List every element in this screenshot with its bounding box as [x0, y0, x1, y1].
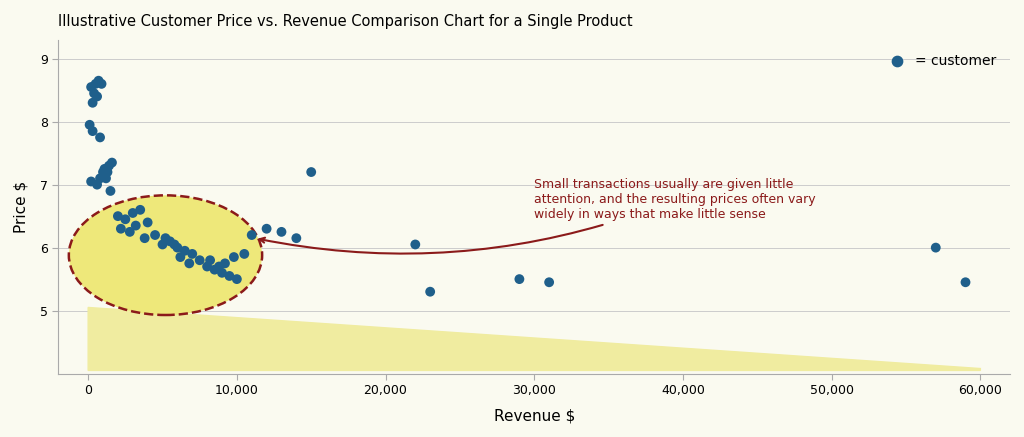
Point — [237, 250, 253, 257]
Point — [228, 276, 245, 283]
Point — [191, 257, 208, 264]
Point — [169, 244, 185, 251]
Point — [184, 250, 201, 257]
Text: Illustrative Customer Price vs. Revenue Comparison Chart for a Single Product: Illustrative Customer Price vs. Revenue … — [58, 14, 633, 29]
Point — [102, 187, 119, 194]
Ellipse shape — [69, 195, 262, 315]
Point — [303, 169, 319, 176]
Point — [82, 121, 98, 128]
Point — [98, 175, 115, 182]
Legend: = customer: = customer — [877, 47, 1004, 75]
Point — [113, 225, 129, 232]
Point — [166, 241, 182, 248]
Point — [84, 99, 100, 106]
Point — [158, 235, 174, 242]
Point — [258, 225, 274, 232]
Point — [214, 269, 230, 276]
Point — [541, 279, 557, 286]
Point — [83, 178, 99, 185]
Point — [207, 266, 223, 273]
X-axis label: Revenue $: Revenue $ — [494, 408, 574, 423]
Point — [221, 272, 238, 279]
Point — [202, 257, 218, 264]
Point — [92, 175, 109, 182]
Point — [90, 77, 106, 84]
Point — [95, 169, 112, 176]
Point — [128, 222, 144, 229]
Point — [199, 263, 215, 270]
Point — [162, 238, 178, 245]
Point — [83, 83, 99, 90]
Point — [86, 90, 102, 97]
Point — [273, 229, 290, 236]
Point — [87, 80, 103, 87]
Point — [408, 241, 424, 248]
Point — [957, 279, 974, 286]
Point — [225, 253, 242, 260]
Point — [117, 216, 133, 223]
Point — [217, 260, 233, 267]
Point — [511, 276, 527, 283]
Point — [176, 247, 193, 254]
Point — [422, 288, 438, 295]
Point — [110, 213, 126, 220]
Point — [96, 165, 113, 172]
Point — [181, 260, 198, 267]
Point — [928, 244, 944, 251]
Point — [93, 80, 110, 87]
Point — [84, 128, 100, 135]
Polygon shape — [88, 308, 980, 371]
Point — [92, 134, 109, 141]
Point — [136, 235, 153, 242]
Point — [139, 219, 156, 226]
Point — [125, 209, 141, 216]
Point — [146, 232, 163, 239]
Point — [103, 159, 120, 166]
Point — [155, 241, 171, 248]
Point — [172, 253, 188, 260]
Point — [100, 162, 117, 169]
Point — [122, 229, 138, 236]
Point — [132, 206, 148, 213]
Point — [211, 263, 227, 270]
Point — [244, 232, 260, 239]
Point — [99, 169, 116, 176]
Point — [89, 181, 105, 188]
Point — [288, 235, 304, 242]
Point — [89, 93, 105, 100]
Y-axis label: Price $: Price $ — [14, 180, 29, 233]
Text: Small transactions usually are given little
attention, and the resulting prices : Small transactions usually are given lit… — [260, 178, 816, 253]
